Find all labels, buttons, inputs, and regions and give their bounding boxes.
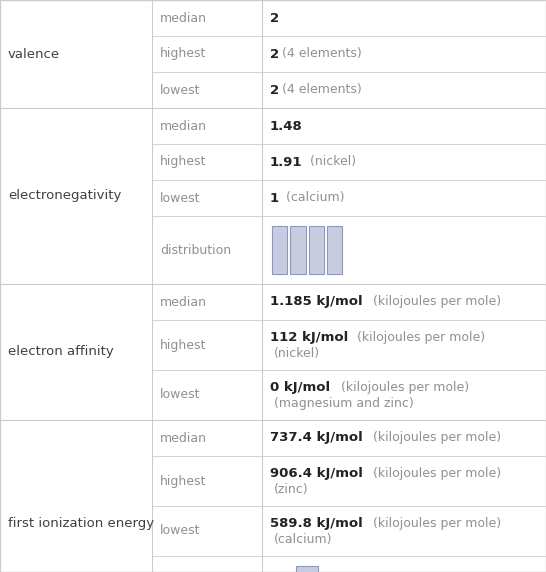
Bar — [272, 226, 287, 274]
Text: 1: 1 — [270, 192, 279, 205]
Text: (zinc): (zinc) — [274, 483, 308, 496]
Bar — [296, 566, 318, 572]
Text: (kilojoules per mole): (kilojoules per mole) — [365, 431, 501, 444]
Text: (kilojoules per mole): (kilojoules per mole) — [349, 331, 485, 344]
Text: highest: highest — [160, 47, 206, 61]
Text: 589.8 kJ/mol: 589.8 kJ/mol — [270, 517, 363, 530]
Text: highest: highest — [160, 156, 206, 169]
Text: highest: highest — [160, 475, 206, 487]
Text: 2: 2 — [270, 47, 279, 61]
Text: 1.48: 1.48 — [270, 120, 302, 133]
Text: (calcium): (calcium) — [278, 192, 345, 205]
Text: (nickel): (nickel) — [274, 348, 320, 360]
Text: 2: 2 — [270, 84, 279, 97]
Text: valence: valence — [8, 47, 60, 61]
Bar — [308, 226, 324, 274]
Text: lowest: lowest — [160, 525, 200, 538]
Text: 1.91: 1.91 — [270, 156, 302, 169]
Text: lowest: lowest — [160, 388, 200, 402]
Text: (4 elements): (4 elements) — [278, 47, 361, 61]
Text: (magnesium and zinc): (magnesium and zinc) — [274, 398, 414, 411]
Text: (kilojoules per mole): (kilojoules per mole) — [365, 467, 501, 479]
Text: electron affinity: electron affinity — [8, 345, 114, 359]
Text: 0 kJ/mol: 0 kJ/mol — [270, 380, 330, 394]
Bar — [290, 226, 306, 274]
Text: (4 elements): (4 elements) — [278, 84, 361, 97]
Text: 906.4 kJ/mol: 906.4 kJ/mol — [270, 467, 363, 479]
Text: (kilojoules per mole): (kilojoules per mole) — [365, 296, 501, 308]
Text: median: median — [160, 120, 207, 133]
Bar — [327, 226, 342, 274]
Text: (nickel): (nickel) — [302, 156, 356, 169]
Text: 112 kJ/mol: 112 kJ/mol — [270, 331, 348, 344]
Text: electronegativity: electronegativity — [8, 189, 121, 202]
Text: 737.4 kJ/mol: 737.4 kJ/mol — [270, 431, 363, 444]
Text: lowest: lowest — [160, 84, 200, 97]
Text: lowest: lowest — [160, 192, 200, 205]
Text: highest: highest — [160, 339, 206, 352]
Text: (kilojoules per mole): (kilojoules per mole) — [334, 380, 470, 394]
Text: (calcium): (calcium) — [274, 534, 333, 546]
Text: distribution: distribution — [160, 244, 231, 256]
Text: 1.185 kJ/mol: 1.185 kJ/mol — [270, 296, 363, 308]
Text: first ionization energy: first ionization energy — [8, 517, 154, 530]
Text: median: median — [160, 11, 207, 25]
Text: (kilojoules per mole): (kilojoules per mole) — [365, 517, 501, 530]
Text: median: median — [160, 296, 207, 308]
Text: median: median — [160, 431, 207, 444]
Text: 2: 2 — [270, 11, 279, 25]
